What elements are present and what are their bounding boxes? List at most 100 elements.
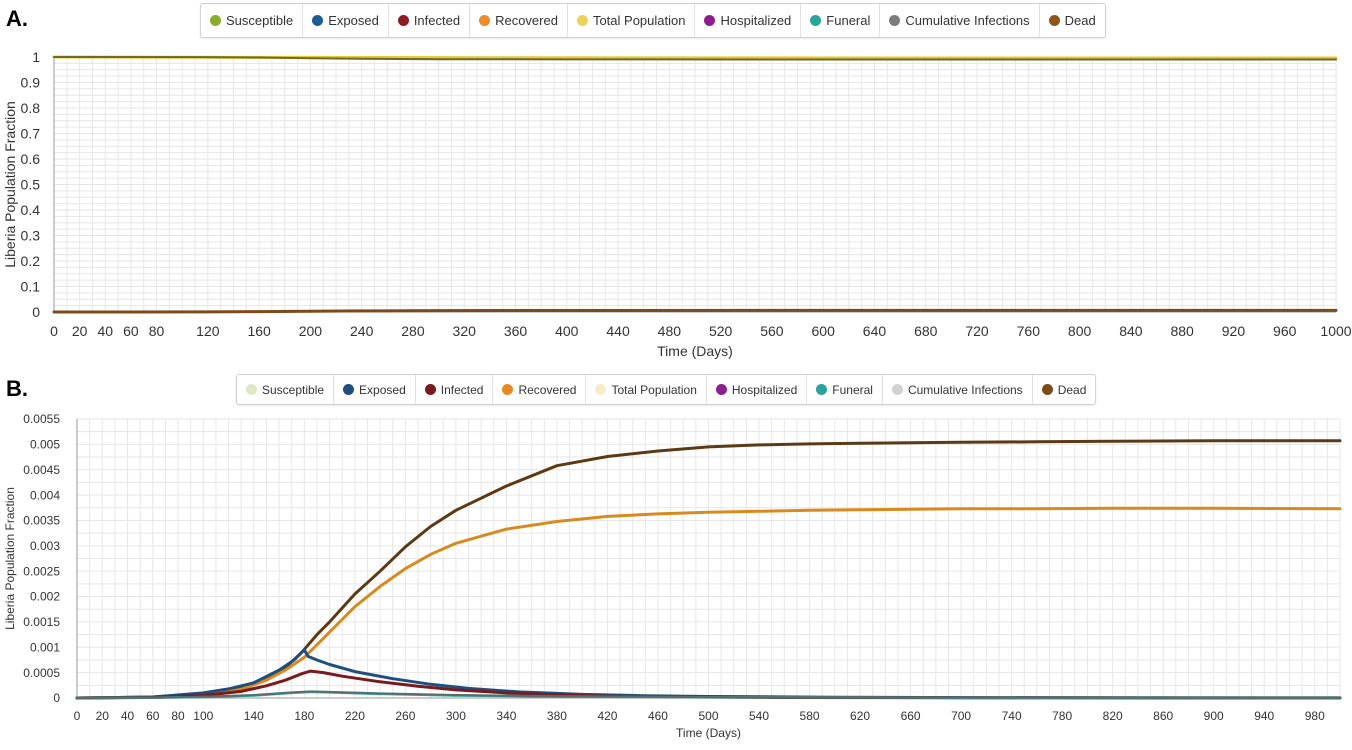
x-tick-label: 200 [299, 323, 323, 339]
x-tick-label: 400 [555, 323, 579, 339]
legend-label: Cumulative Infections [905, 13, 1030, 28]
legend-label: Dead [1057, 382, 1087, 397]
x-tick-label: 960 [1273, 323, 1297, 339]
legend-item-exposed[interactable]: Exposed [302, 4, 388, 37]
grid [76, 418, 1341, 699]
y-tick-label: 0.0045 [23, 463, 60, 477]
x-tick-label: 220 [345, 709, 365, 723]
legend-item-recovered[interactable]: Recovered [469, 4, 567, 37]
x-tick-label: 920 [1222, 323, 1246, 339]
y-tick-label: 0.004 [30, 488, 60, 502]
legend-dot-icon [816, 384, 828, 395]
legend-label: Susceptible [262, 382, 325, 397]
legend-label: Infected [440, 382, 484, 397]
legend-item-infected[interactable]: Infected [414, 375, 493, 404]
x-tick-label: 880 [1170, 323, 1194, 339]
x-tick-label: 0 [74, 709, 81, 723]
legend-item-susceptible[interactable]: Susceptible [201, 4, 302, 37]
legend-item-exposed[interactable]: Exposed [333, 375, 415, 404]
legend-item-total-population[interactable]: Total Population [566, 4, 695, 37]
legend-dot-icon [715, 384, 727, 395]
x-tick-label: 300 [446, 709, 466, 723]
x-tick-label: 100 [193, 709, 213, 723]
y-tick-label: 0.7 [21, 125, 41, 141]
x-tick-label: 840 [1119, 323, 1143, 339]
legend-label: Cumulative Infections [907, 382, 1023, 397]
panel-a: A. 0 20 40 60 80 120 160 200 240 280 320 360 400 440 4… [0, 0, 1352, 368]
x-tick-label: 20 [72, 323, 88, 339]
x-tick-label: 40 [121, 709, 135, 723]
legend-item-hospitalized[interactable]: Hospitalized [694, 4, 800, 37]
series-group [75, 439, 1342, 700]
x-tick-label: 320 [453, 323, 477, 339]
x-tick-label: 580 [800, 709, 820, 723]
y-tick-label: 0.0015 [23, 615, 60, 629]
x-tick-label: 140 [244, 709, 264, 723]
legend-item-funeral[interactable]: Funeral [800, 4, 879, 37]
y-tick-label: 0.1 [21, 278, 41, 294]
legend-item-funeral[interactable]: Funeral [806, 375, 882, 404]
x-tick-label: 600 [812, 323, 836, 339]
legend-item-dead[interactable]: Dead [1038, 4, 1105, 37]
x-tick-label: 700 [951, 709, 971, 723]
x-tick-label: 680 [914, 323, 938, 339]
y-tick-label: 0.0055 [23, 412, 60, 426]
y-tick-label: 0.3 [21, 227, 41, 243]
y-tick-label: 0.001 [30, 640, 60, 654]
legend-item-dead[interactable]: Dead [1031, 375, 1096, 404]
x-tick-label: 760 [1017, 323, 1041, 339]
legend-item-hospitalized[interactable]: Hospitalized [705, 375, 806, 404]
x-axis-title: Time (Days) [657, 343, 733, 359]
x-tick-label: 620 [850, 709, 870, 723]
x-tick-label: 1000 [1320, 323, 1351, 339]
y-tick-label: 0.0005 [23, 666, 60, 680]
panel-label: B. [6, 376, 28, 401]
y-axis-title: Liberia Population Fraction [2, 101, 18, 268]
y-tick-label: 0.5 [21, 176, 41, 192]
y-tick-label: 0.0025 [23, 564, 60, 578]
legend-a: Susceptible Exposed Infected Recovered Total… [200, 3, 1106, 38]
x-tick-label: 660 [901, 709, 921, 723]
x-tick-label: 0 [50, 323, 58, 339]
y-tick-label: 0.9 [21, 74, 41, 90]
x-tick-label: 180 [294, 709, 314, 723]
legend-item-recovered[interactable]: Recovered [492, 375, 585, 404]
legend-label: Recovered [495, 13, 558, 28]
legend-label: Funeral [826, 13, 871, 28]
legend-dot-icon [595, 384, 607, 395]
legend-label: Susceptible [226, 13, 294, 28]
legend-label: Exposed [359, 382, 406, 397]
x-tick-label: 120 [196, 323, 220, 339]
y-tick-label: 0.003 [30, 539, 60, 553]
legend-dot-icon [397, 15, 409, 26]
chart-b: 0 20 40 60 80 100 140 180 220 260 300 340 380 420 460 5… [3, 412, 1342, 740]
chart-a: 0 20 40 60 80 120 160 200 240 280 320 360 400 440 480 5… [2, 49, 1352, 359]
x-tick-label: 500 [698, 709, 718, 723]
x-tick-label: 340 [496, 709, 516, 723]
legend-item-cumulative-infections[interactable]: Cumulative Infections [879, 4, 1038, 37]
legend-item-infected[interactable]: Infected [387, 4, 469, 37]
legend-item-susceptible[interactable]: Susceptible [237, 375, 333, 404]
x-tick-label: 160 [247, 323, 271, 339]
x-tick-label: 800 [1068, 323, 1092, 339]
y-tick-label: 1 [32, 49, 40, 65]
x-tick-label: 420 [597, 709, 617, 723]
x-tick-label: 940 [1254, 709, 1274, 723]
legend-label: Infected [413, 13, 461, 28]
y-tick-label: 0.8 [21, 100, 41, 116]
x-tick-label: 20 [96, 709, 110, 723]
grid [53, 56, 1337, 313]
legend-item-total-population[interactable]: Total Population [585, 375, 705, 404]
x-tick-label: 80 [171, 709, 185, 723]
x-tick-label: 780 [1052, 709, 1072, 723]
legend-dot-icon [479, 15, 491, 26]
legend-label: Exposed [328, 13, 379, 28]
legend-item-cumulative-infections[interactable]: Cumulative Infections [881, 375, 1032, 404]
legend-label: Hospitalized [731, 382, 798, 397]
y-axis-title: Liberia Population Fraction [3, 487, 17, 630]
legend-dot-icon [576, 15, 588, 26]
legend-label: Total Population [592, 13, 686, 28]
y-tick-label: 0.2 [21, 253, 41, 269]
x-tick-label: 440 [606, 323, 630, 339]
legend-label: Total Population [611, 382, 697, 397]
